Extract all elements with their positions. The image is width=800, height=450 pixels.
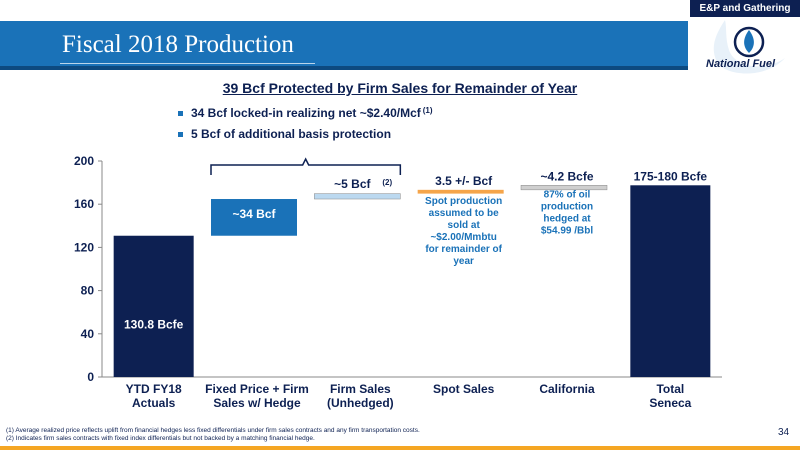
title-underline	[60, 63, 315, 64]
bracket	[210, 157, 402, 175]
title-bar-shadow	[0, 66, 688, 70]
page-number: 34	[778, 427, 790, 438]
title-bar	[0, 21, 688, 68]
annotation-line: $54.99 /Bbl	[541, 226, 593, 237]
annotation-line: Spot production	[425, 196, 502, 207]
x-tick-label: Total	[656, 382, 684, 396]
section-tag: E&P and Gathering	[690, 0, 800, 17]
footnote-2: (2) Indicates firm sales contracts with …	[6, 435, 315, 442]
bullet-list: 34 Bcf locked-in realizing net ~$2.40/Mc…	[178, 106, 433, 148]
bar-0	[113, 235, 194, 377]
bullet-text: 5 Bcf of additional basis protection	[191, 127, 392, 141]
bar-label: 3.5 +/- Bcf	[435, 174, 493, 188]
bar-label: ~34 Bcf	[232, 207, 276, 221]
x-tick-label: Fixed Price + Firm	[205, 382, 309, 396]
y-tick-label: 120	[74, 240, 94, 254]
x-tick-label: Spot Sales	[433, 382, 495, 396]
x-tick-label: Sales w/ Hedge	[213, 396, 301, 410]
annotation-line: production	[541, 202, 593, 213]
bar-label: ~4.2 Bcfe	[540, 169, 593, 183]
annotation-line: for remainder of	[425, 244, 502, 255]
annotation-line: year	[453, 256, 474, 267]
bar-3	[417, 189, 504, 194]
national-fuel-flame-icon	[713, 20, 785, 74]
y-tick-label: 200	[74, 154, 94, 168]
bullet-item: 34 Bcf locked-in realizing net ~$2.40/Mc…	[178, 106, 433, 127]
x-tick-label: YTD FY18	[126, 382, 182, 396]
bar-label-footnote-ref: (2)	[382, 178, 392, 187]
bottom-accent-bar	[0, 446, 800, 450]
footnotes: (1) Average realized price reflects upli…	[6, 427, 420, 443]
bar-5	[630, 185, 711, 377]
annotation-line: assumed to be	[429, 208, 499, 219]
x-tick-label: (Unhedged)	[327, 396, 394, 410]
page-title: Fiscal 2018 Production	[62, 31, 294, 58]
annotation-line: 87% of oil	[544, 190, 591, 201]
annotation-line: sold at	[448, 220, 481, 231]
bar-label: 175-180 Bcfe	[634, 169, 708, 183]
bar-1	[211, 199, 297, 236]
y-tick-label: 40	[81, 327, 95, 341]
subheading: 39 Bcf Protected by Firm Sales for Remai…	[222, 80, 578, 96]
x-tick-label: Actuals	[132, 396, 176, 410]
bullet-square-icon	[178, 132, 183, 137]
footnote-1: (1) Average realized price reflects upli…	[6, 427, 420, 434]
y-tick-label: 0	[87, 370, 94, 384]
annotation-line: ~$2.00/Mmbtu	[430, 232, 496, 243]
bar-4	[520, 185, 608, 191]
x-tick-label: Firm Sales	[330, 382, 391, 396]
logo-text: National Fuel	[706, 58, 776, 70]
bullet-square-icon	[178, 111, 183, 116]
bullet-item: 5 Bcf of additional basis protection	[178, 127, 433, 148]
bar-2	[314, 193, 401, 200]
bullet-footnote-ref: (1)	[422, 106, 433, 115]
bar-label: 130.8 Bcfe	[124, 317, 184, 331]
y-tick-label: 80	[81, 284, 95, 298]
annotation-line: hedged at	[543, 214, 591, 225]
bullet-text: 34 Bcf locked-in realizing net ~$2.40/Mc…	[191, 106, 421, 120]
y-tick-label: 160	[74, 197, 94, 211]
x-tick-label: Seneca	[649, 396, 691, 410]
x-tick-label: California	[539, 382, 595, 396]
bar-label: ~5 Bcf	[334, 177, 371, 191]
